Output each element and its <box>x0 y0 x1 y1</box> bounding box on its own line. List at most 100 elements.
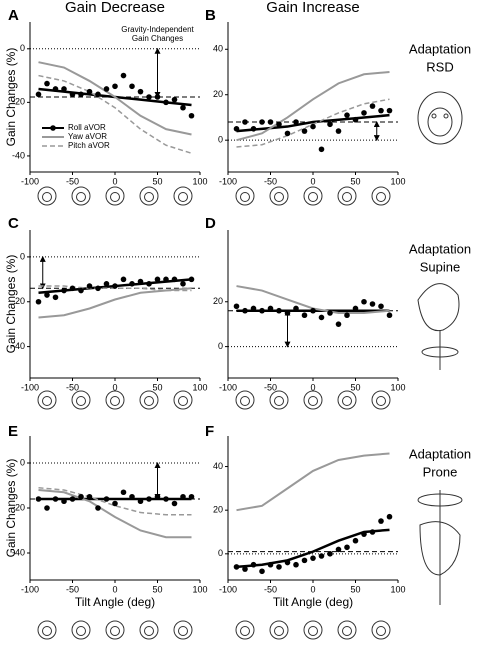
data-point <box>61 498 67 505</box>
monkey-icon <box>139 620 159 640</box>
data-point <box>95 505 101 511</box>
data-point <box>250 305 257 312</box>
monkey-icon <box>235 620 255 640</box>
monkey-icon-face <box>274 626 284 636</box>
data-point <box>327 121 333 128</box>
y-axis-label: Gain Changes (%) <box>4 255 18 354</box>
monkey-icon <box>139 186 159 206</box>
monkey-icon-face <box>42 626 52 636</box>
monkey-icon-face <box>144 396 154 406</box>
data-point <box>78 287 84 294</box>
panel-letter: D <box>205 215 216 232</box>
data-point <box>120 276 127 283</box>
x-tick-label: 100 <box>192 584 207 594</box>
monkey-icon <box>337 186 357 206</box>
data-point <box>129 281 135 287</box>
data-point <box>267 119 274 125</box>
row-label: Adaptation <box>409 446 471 461</box>
x-tick-label: 0 <box>112 584 117 594</box>
monkey-icon-face <box>342 192 352 202</box>
monkey-icon <box>371 390 391 410</box>
monkey-icon <box>337 390 357 410</box>
data-point <box>344 112 350 118</box>
panel-letter: E <box>8 423 18 440</box>
data-point <box>180 104 186 111</box>
x-tick-label: -50 <box>264 176 277 186</box>
y-tick-label: -20 <box>12 97 25 107</box>
data-point <box>188 276 195 283</box>
y-tick-label: -40 <box>12 150 25 160</box>
data-point <box>369 529 376 535</box>
data-point <box>242 119 248 125</box>
x-tick-label: 50 <box>152 382 162 392</box>
data-point <box>361 531 367 537</box>
data-point <box>69 285 76 292</box>
data-point <box>386 513 393 520</box>
monkey-icon-face <box>178 192 188 202</box>
data-point <box>163 276 169 283</box>
x-tick-label: -50 <box>66 382 79 392</box>
data-point <box>95 91 101 98</box>
x-tick-label: 100 <box>390 176 405 186</box>
y-tick-label: 40 <box>213 461 223 471</box>
panel-letter: A <box>8 7 19 24</box>
monkey-icon <box>371 620 391 640</box>
monkey-icon <box>235 186 255 206</box>
monkey-icon-face <box>110 396 120 406</box>
y-tick-label: 20 <box>213 505 223 515</box>
x-tick-label: 100 <box>192 176 207 186</box>
x-tick-label: 0 <box>310 382 315 392</box>
data-point <box>112 500 118 507</box>
data-point <box>103 86 110 92</box>
monkey-icon <box>371 186 391 206</box>
x-tick-label: -100 <box>219 382 237 392</box>
data-point <box>44 505 50 511</box>
y-tick-label: -40 <box>12 547 25 557</box>
monkey-icon <box>303 620 323 640</box>
data-point <box>310 555 316 561</box>
x-tick-label: -100 <box>21 382 39 392</box>
monkey-icon <box>303 390 323 410</box>
data-point <box>276 121 282 128</box>
data-point <box>250 561 257 568</box>
data-point <box>163 496 169 502</box>
data-point <box>293 561 299 568</box>
data-point <box>327 310 333 316</box>
data-point <box>69 91 76 98</box>
fit-curve <box>236 452 390 512</box>
y-tick-label: 20 <box>213 89 223 99</box>
data-point <box>378 303 384 310</box>
monkey-icon-face <box>308 626 318 636</box>
y-axis-label: Gain Changes (%) <box>4 48 18 147</box>
monkey-icon-face <box>376 192 386 202</box>
data-point <box>78 91 84 98</box>
monkey-icon-face <box>76 626 86 636</box>
fit-curve <box>236 528 390 569</box>
monkey-icon-face <box>144 192 154 202</box>
legend-label: Roll aVOR <box>68 123 106 132</box>
data-point <box>52 294 59 301</box>
fit-curve <box>236 113 390 133</box>
data-point <box>242 566 248 572</box>
data-point <box>137 498 144 505</box>
data-point <box>52 496 59 502</box>
data-point <box>233 303 240 310</box>
data-point <box>146 94 152 100</box>
monkey-icon-face <box>240 192 250 202</box>
data-point <box>233 126 240 132</box>
monkey-icon-face <box>76 192 86 202</box>
data-point <box>310 307 316 314</box>
data-point <box>120 72 127 79</box>
x-tick-label: -100 <box>219 584 237 594</box>
y-tick-label: 0 <box>20 251 25 261</box>
data-point <box>95 285 101 292</box>
x-tick-label: 0 <box>112 176 117 186</box>
y-tick-label: -20 <box>12 296 25 306</box>
row-label: Supine <box>420 259 460 274</box>
y-tick-label: 0 <box>218 548 223 558</box>
data-point <box>293 119 299 125</box>
row-label: Adaptation <box>409 41 471 56</box>
data-point <box>344 544 350 551</box>
monkey-icon-face <box>110 626 120 636</box>
monkey-icon <box>173 186 193 206</box>
